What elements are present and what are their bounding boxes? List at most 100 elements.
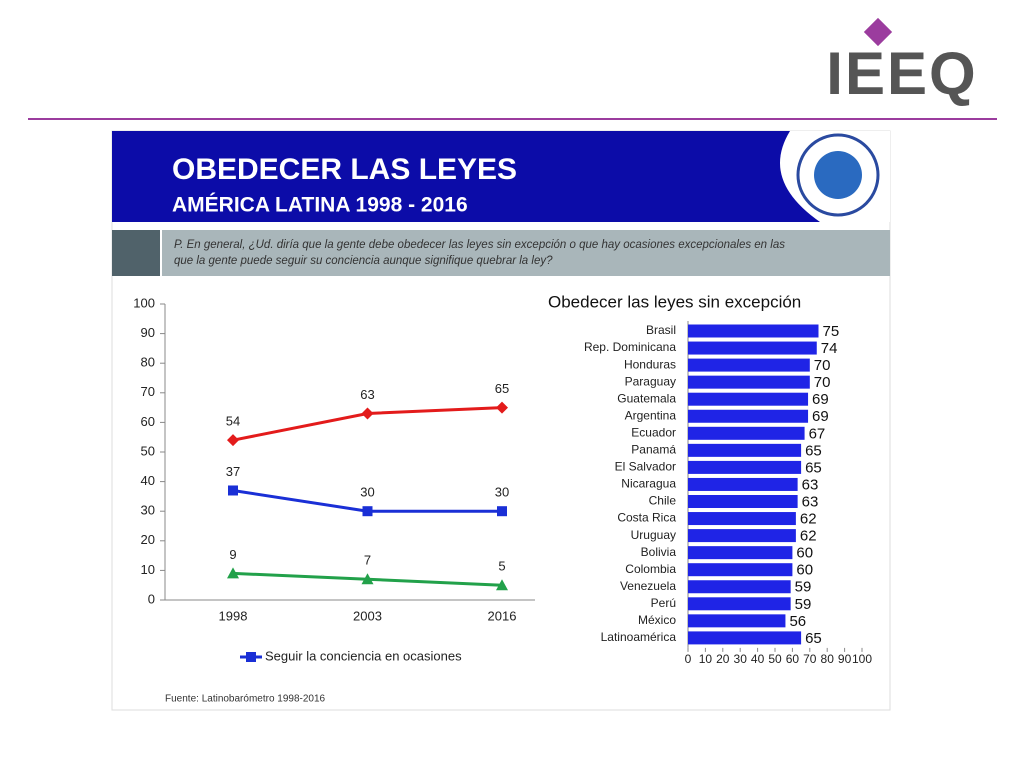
data-label: 9 — [229, 547, 236, 562]
x-tick-label: 2003 — [353, 608, 382, 623]
data-label: 65 — [805, 459, 822, 476]
y-tick-label: 60 — [141, 414, 155, 429]
category-label: Paraguay — [625, 374, 676, 388]
y-tick-label: 0 — [148, 591, 155, 606]
x-tick-label: 40 — [751, 652, 765, 666]
category-label: Colombia — [625, 562, 676, 576]
data-label: 74 — [821, 340, 838, 357]
slide-title: OBEDECER LAS LEYES — [172, 153, 517, 186]
source: Fuente: Latinobarómetro 1998-2016 — [165, 694, 326, 705]
logo: IEEQ — [826, 17, 977, 107]
category-label: Costa Rica — [617, 511, 676, 525]
data-label: 54 — [226, 414, 240, 429]
bar — [688, 477, 798, 491]
y-tick-label: 10 — [141, 562, 155, 577]
data-label: 5 — [498, 559, 505, 574]
question-band — [162, 230, 890, 276]
x-tick-label: 2016 — [488, 608, 517, 623]
bar — [688, 460, 802, 474]
x-tick-label: 20 — [716, 652, 730, 666]
legend-label: Seguir la conciencia en ocasiones — [265, 648, 462, 663]
y-tick-label: 30 — [141, 503, 155, 518]
data-label: 65 — [805, 442, 822, 459]
data-label: 65 — [495, 381, 509, 396]
category-label: Panamá — [631, 443, 676, 457]
logo-text: IEEQ — [826, 40, 977, 107]
data-label: 7 — [364, 553, 371, 568]
bar — [688, 443, 802, 457]
bar — [688, 392, 809, 406]
data-label: 37 — [226, 464, 240, 479]
data-label: 69 — [812, 408, 829, 425]
category-label: Brasil — [646, 323, 676, 337]
category-label: Guatemala — [617, 391, 676, 405]
category-label: Bolivia — [641, 545, 677, 559]
y-tick-label: 100 — [133, 295, 155, 310]
bar — [688, 341, 817, 355]
category-label: México — [638, 613, 676, 627]
data-label: 70 — [814, 374, 831, 391]
category-label: Perú — [651, 596, 676, 610]
category-label: Uruguay — [631, 528, 676, 542]
bar — [688, 375, 810, 389]
category-label: Argentina — [625, 408, 677, 422]
bar — [688, 358, 810, 372]
data-label: 59 — [795, 596, 812, 613]
data-label: 63 — [360, 387, 374, 402]
data-label: 62 — [800, 528, 817, 545]
data-label: 65 — [805, 630, 822, 647]
y-tick-label: 90 — [141, 325, 155, 340]
title-band — [112, 131, 890, 222]
marker — [497, 506, 507, 517]
y-tick-label: 40 — [141, 473, 155, 488]
category-label: Chile — [649, 494, 677, 508]
data-label: 59 — [795, 579, 812, 596]
x-tick-label: 90 — [838, 652, 852, 666]
x-tick-label: 30 — [734, 652, 748, 666]
category-label: Rep. Dominicana — [584, 340, 676, 354]
question-marker — [112, 230, 160, 276]
bar — [688, 324, 819, 338]
category-label: El Salvador — [615, 460, 676, 474]
data-label: 30 — [495, 485, 509, 500]
data-label: 75 — [823, 323, 840, 340]
bar — [688, 426, 805, 440]
data-label: 62 — [800, 511, 817, 528]
x-tick-label: 1998 — [219, 608, 248, 623]
data-label: 70 — [814, 357, 831, 374]
y-tick-label: 70 — [141, 384, 155, 399]
seal — [796, 133, 880, 217]
legend-marker — [246, 652, 256, 662]
y-tick-label: 50 — [141, 443, 155, 458]
x-tick-label: 10 — [699, 652, 713, 666]
data-label: 69 — [812, 391, 829, 408]
data-label: 60 — [796, 562, 813, 579]
category-label: Venezuela — [620, 579, 676, 593]
marker — [496, 579, 508, 591]
seal-globe — [814, 151, 862, 199]
category-label: Ecuador — [631, 425, 676, 439]
category-label: Latinoamérica — [601, 630, 677, 644]
x-tick-label: 60 — [786, 652, 800, 666]
bar — [688, 512, 796, 526]
question-line: P. En general, ¿Ud. diría que la gente d… — [174, 239, 785, 251]
marker — [228, 485, 238, 496]
x-tick-label: 100 — [852, 652, 872, 666]
data-label: 30 — [360, 485, 374, 500]
marker — [227, 434, 239, 447]
bar — [688, 580, 791, 594]
category-label: Nicaragua — [621, 477, 676, 491]
data-label: 60 — [796, 545, 813, 562]
x-tick-label: 80 — [821, 652, 835, 666]
y-tick-label: 20 — [141, 532, 155, 547]
bar — [688, 409, 809, 423]
bar — [688, 495, 798, 508]
data-label: 56 — [789, 613, 806, 630]
x-tick-label: 0 — [685, 652, 692, 666]
marker — [361, 573, 374, 585]
data-label: 67 — [809, 425, 826, 442]
logo-icon — [863, 17, 893, 47]
marker — [361, 407, 374, 420]
marker — [227, 567, 239, 579]
